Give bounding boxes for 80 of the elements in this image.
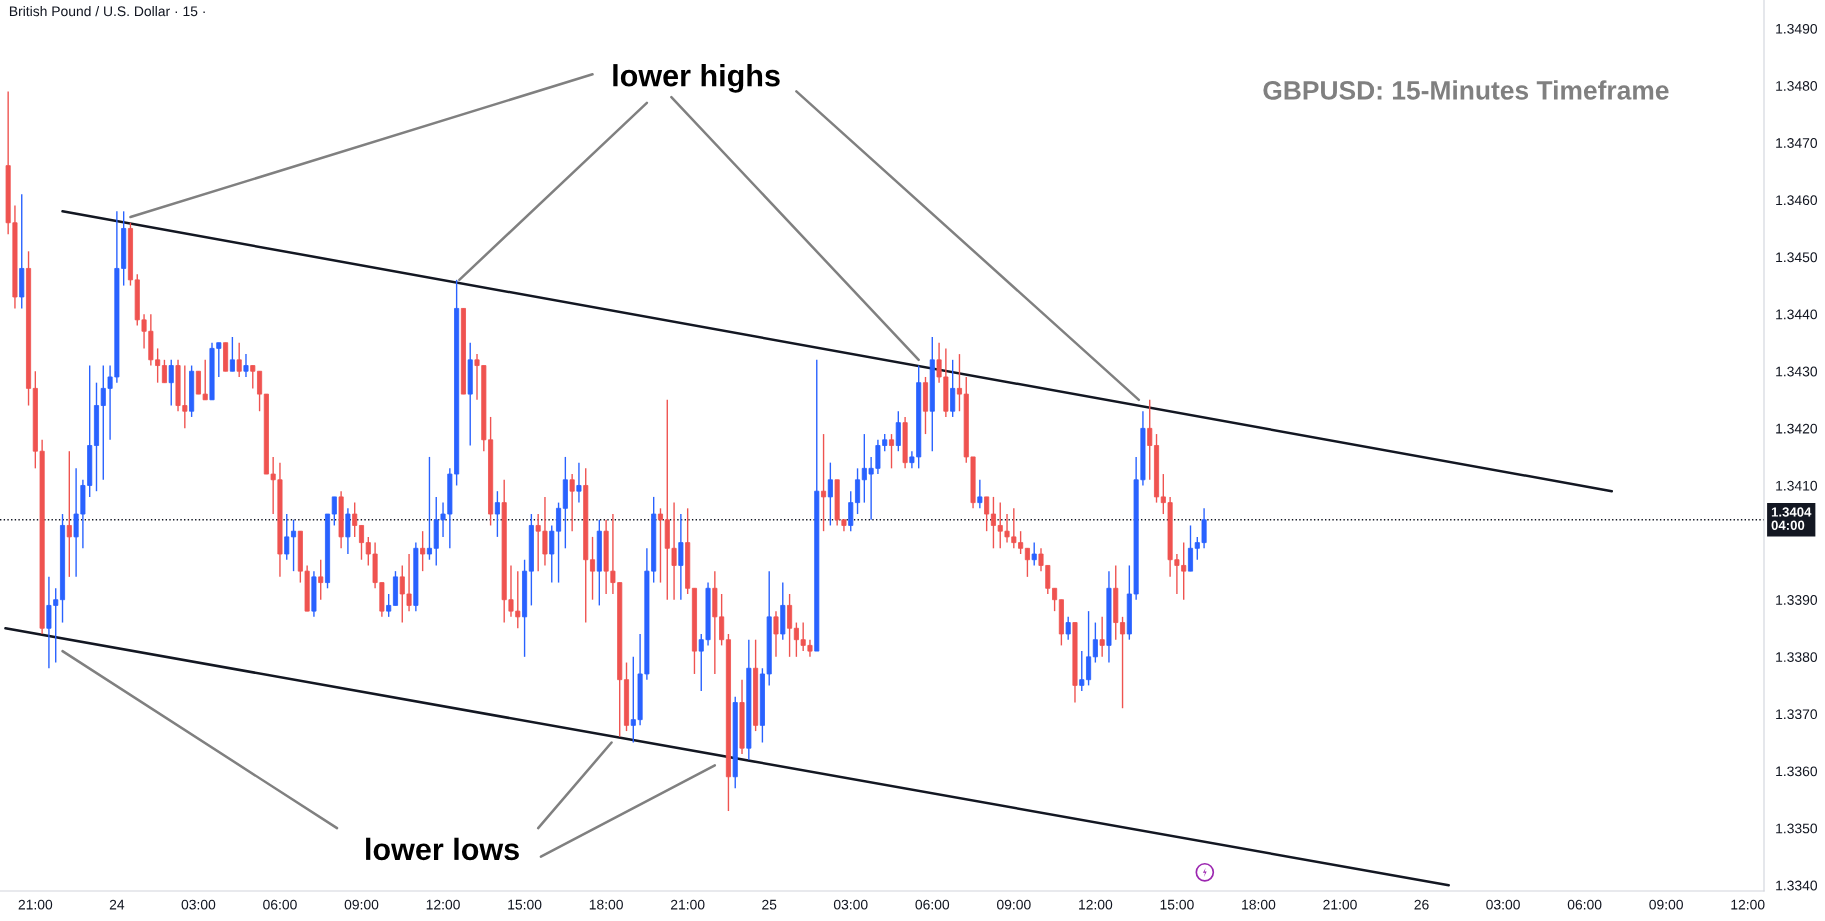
x-tick-label: 26 xyxy=(1414,899,1429,910)
candlestick xyxy=(977,479,983,510)
candlestick xyxy=(827,461,833,527)
candlestick xyxy=(331,496,337,527)
ref-line-label: 1.3404 04:00 xyxy=(1771,507,1812,530)
y-tick-label: 1.3350 xyxy=(1776,823,1818,834)
candlestick xyxy=(895,410,901,452)
x-tick-label: 15:00 xyxy=(1160,899,1194,910)
x-tick-label: 09:00 xyxy=(1649,899,1683,910)
candlestick xyxy=(494,490,500,538)
x-tick-label: 12:00 xyxy=(1079,899,1113,910)
x-tick-label: 06:00 xyxy=(263,899,297,910)
candlestick xyxy=(848,490,854,532)
candlestick xyxy=(358,524,365,561)
candlestick xyxy=(787,593,793,658)
x-tick-label: 03:00 xyxy=(181,899,216,910)
candlestick xyxy=(569,473,575,532)
y-tick-label: 1.3360 xyxy=(1776,766,1818,777)
candlestick xyxy=(243,353,249,378)
candlestick xyxy=(576,461,582,504)
x-tick-label: 25 xyxy=(762,899,777,910)
y-tick-label: 1.3420 xyxy=(1776,423,1818,434)
x-tick-label: 09:00 xyxy=(996,899,1031,910)
x-tick-label: 09:00 xyxy=(344,899,379,910)
y-tick-label: 1.3380 xyxy=(1776,652,1818,662)
y-tick-label: 1.3410 xyxy=(1776,480,1818,491)
x-tick-label: 06:00 xyxy=(1567,899,1602,910)
x-tick-label: 12:00 xyxy=(426,899,460,910)
candlestick xyxy=(888,433,895,470)
x-tick-label: 18:00 xyxy=(1242,899,1276,910)
x-tick-label: 18:00 xyxy=(589,899,623,910)
candlestick xyxy=(956,353,962,412)
y-tick-label: 1.3340 xyxy=(1776,880,1818,891)
candlestick xyxy=(590,536,596,601)
candlestick xyxy=(236,341,242,378)
x-tick-label: 21:00 xyxy=(18,899,53,910)
candlestick xyxy=(66,450,72,578)
candlestick xyxy=(773,610,779,658)
text: GBPUSD: 15-Minutes Timeframe xyxy=(1263,80,1669,100)
x-tick-label: 12:00 xyxy=(1731,899,1765,910)
y-tick-label: 1.3450 xyxy=(1776,252,1818,263)
x-tick-label: 15:00 xyxy=(508,899,542,910)
x-tick-label: 03:00 xyxy=(1486,899,1520,910)
x-tick-label: 03:00 xyxy=(833,899,868,910)
x-tick-label: 21:00 xyxy=(670,899,705,910)
candlestick xyxy=(1099,616,1105,658)
y-tick-label: 1.3430 xyxy=(1776,366,1818,377)
candlestick xyxy=(1147,399,1153,481)
chart-title: British Pound / U.S. Dollar · 15 · xyxy=(9,6,205,17)
candlestick xyxy=(855,467,861,515)
candlestick xyxy=(1031,541,1037,567)
x-tick-label: 24 xyxy=(109,899,125,910)
y-tick-label: 1.3480 xyxy=(1776,81,1818,91)
candlestick xyxy=(168,359,174,407)
candlestick xyxy=(318,559,324,601)
annotation: lower highs xyxy=(613,64,780,93)
candlestick xyxy=(821,433,827,532)
candlestick xyxy=(1187,524,1194,572)
candlestick xyxy=(657,507,664,584)
candlestick xyxy=(345,507,351,555)
candlestick xyxy=(984,496,990,532)
annotation: lower lows xyxy=(366,837,519,861)
candlestick xyxy=(678,513,684,601)
y-tick-label: 1.3370 xyxy=(1776,709,1818,720)
y-tick-label: 1.3470 xyxy=(1776,138,1818,148)
y-tick-label: 1.3490 xyxy=(1776,23,1818,34)
candlestick xyxy=(352,501,358,538)
candlestick xyxy=(950,359,956,418)
x-tick-label: 21:00 xyxy=(1323,899,1357,910)
candlestick xyxy=(229,336,235,372)
y-tick-label: 1.3460 xyxy=(1776,195,1818,206)
candlestick xyxy=(420,530,426,572)
candlestick xyxy=(161,359,167,384)
y-tick-label: 1.3390 xyxy=(1776,595,1818,605)
y-tick-label: 1.3440 xyxy=(1776,309,1818,320)
candlestick xyxy=(1065,616,1071,641)
x-tick-label: 06:00 xyxy=(915,899,950,910)
candlestick xyxy=(1024,547,1030,578)
candlestick xyxy=(386,593,392,618)
candlestick xyxy=(1092,621,1098,664)
